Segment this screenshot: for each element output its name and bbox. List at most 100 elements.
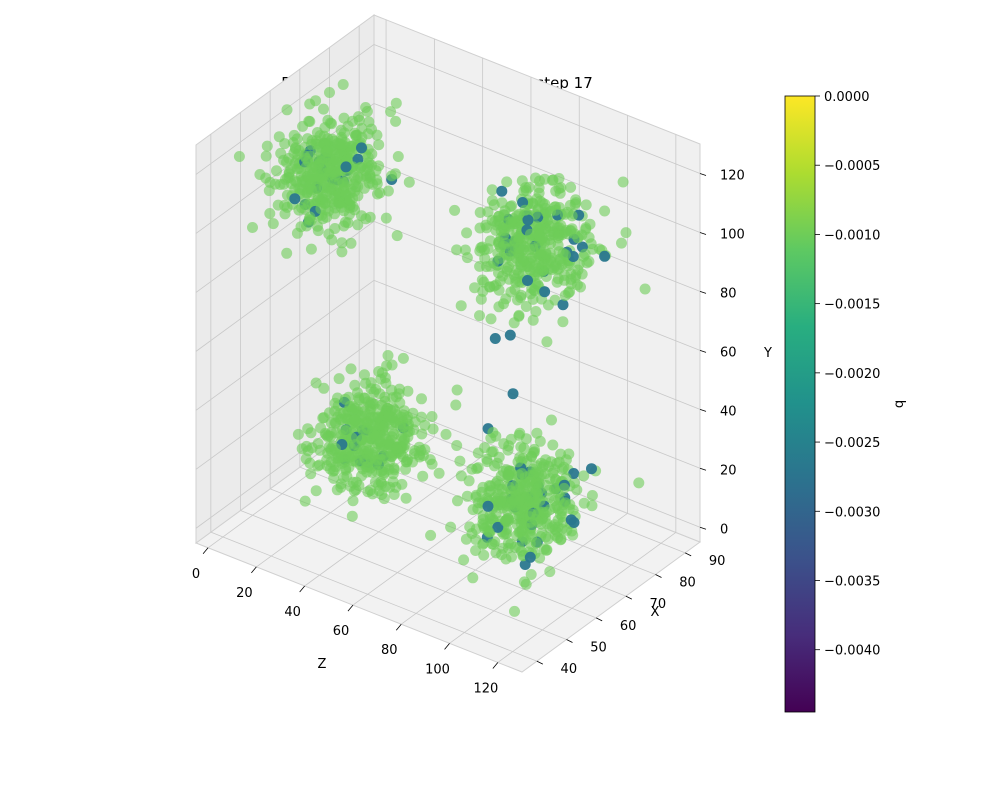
data-point (299, 495, 311, 507)
data-point (389, 168, 401, 180)
z-tick-label: 120 (720, 168, 745, 183)
y-axis-ticks: 40 50 60 70 80 90 (536, 552, 725, 677)
data-point (547, 467, 559, 479)
data-point (512, 456, 524, 468)
data-point (548, 483, 560, 495)
data-point (460, 533, 472, 545)
data-point (470, 489, 482, 501)
data-point (541, 518, 553, 530)
data-point (385, 106, 397, 118)
data-point (503, 542, 514, 554)
data-point (477, 539, 489, 550)
data-point (347, 404, 359, 416)
data-point (543, 220, 555, 232)
data-point (283, 171, 295, 183)
data-point (386, 359, 398, 371)
data-point (388, 464, 400, 476)
data-point (530, 172, 541, 184)
data-point (300, 453, 312, 465)
data-point (527, 243, 539, 255)
data-point (336, 246, 348, 258)
grid-line (240, 510, 567, 640)
data-point (426, 411, 438, 422)
data-point (475, 293, 487, 305)
data-point (488, 199, 500, 211)
data-point (599, 205, 611, 217)
data-point (425, 529, 437, 541)
data-point (527, 293, 539, 305)
data-point (344, 194, 356, 206)
data-point (305, 427, 317, 439)
data-point (620, 227, 632, 239)
x-tick-label: 20 (236, 586, 253, 601)
data-point (359, 369, 370, 381)
data-point (581, 257, 593, 269)
data-point (380, 212, 392, 224)
data-point (322, 162, 334, 174)
data-point (495, 495, 507, 507)
data-point (352, 219, 364, 231)
data-point (536, 527, 548, 539)
x-tick-mark (444, 643, 450, 650)
data-point (320, 197, 332, 209)
data-point (310, 95, 322, 107)
data-point (493, 267, 504, 279)
data-point (513, 483, 525, 495)
data-point (506, 551, 517, 563)
data-point (548, 495, 560, 506)
z-axis-ticks: 0 20 40 60 80 100 120 (699, 168, 745, 537)
data-point (579, 248, 591, 260)
data-point (633, 477, 645, 489)
x-tick-mark (395, 623, 402, 631)
y-tick-mark (595, 617, 603, 622)
data-point (475, 242, 487, 254)
data-point (488, 257, 500, 269)
grid-line (304, 455, 483, 587)
colorbar-tick-label: −0.0030 (824, 505, 880, 520)
data-point (450, 399, 462, 411)
data-point (427, 423, 439, 435)
data-point (394, 421, 406, 433)
data-point (525, 569, 537, 580)
data-point (373, 139, 385, 151)
data-point (380, 433, 392, 445)
data-point (306, 184, 318, 196)
data-point (524, 551, 536, 563)
data-point (451, 440, 463, 451)
data-point (278, 154, 290, 166)
z-tick-label: 0 (720, 522, 728, 537)
axes-panes (194, 14, 702, 673)
data-point (520, 301, 532, 312)
x-tick-label: 40 (284, 605, 301, 620)
data-point (360, 377, 371, 389)
data-point (571, 484, 583, 496)
data-point (334, 407, 346, 419)
grid-lines (195, 19, 701, 663)
data-point (555, 448, 567, 460)
data-point (544, 566, 556, 578)
data-point (264, 208, 276, 219)
data-point (522, 214, 534, 226)
data-point (349, 439, 361, 450)
data-point (292, 428, 304, 440)
data-point (416, 428, 428, 440)
data-point (306, 162, 318, 173)
data-point (354, 162, 366, 174)
data-point (580, 199, 592, 211)
data-point (341, 176, 353, 188)
data-point (346, 510, 358, 522)
x-tick-mark (492, 662, 499, 669)
y-tick-label: 40 (561, 662, 578, 677)
data-point (349, 414, 361, 426)
data-point (329, 443, 341, 454)
data-point (371, 129, 383, 141)
data-point (483, 526, 495, 538)
data-point (449, 204, 461, 216)
z-tick-label: 100 (720, 227, 745, 242)
data-point (371, 466, 383, 477)
data-point (516, 175, 528, 187)
data-point (387, 392, 399, 404)
data-point (617, 176, 629, 188)
colorbar-ticks: 0.0000 −0.0005 −0.0010 −0.0015 −0.0020 −0.002… (815, 90, 880, 659)
data-point (501, 176, 513, 188)
